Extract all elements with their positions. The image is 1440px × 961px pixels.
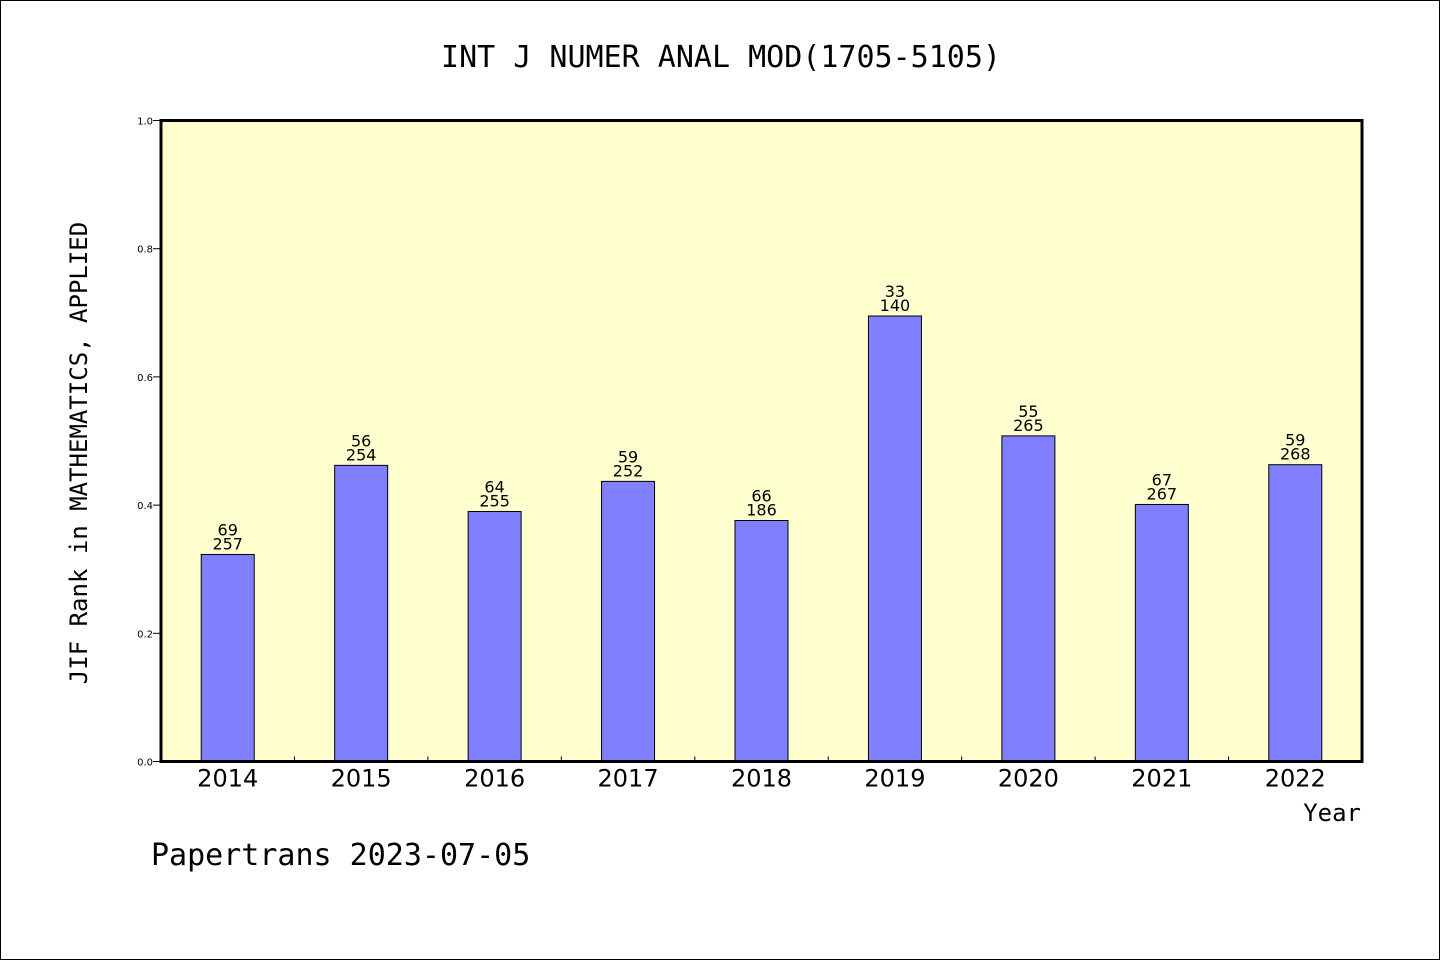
bar-2017 bbox=[601, 480, 656, 762]
bar-2015 bbox=[334, 464, 389, 762]
y-tick-label: 0.6 bbox=[137, 373, 153, 384]
x-tick-label: 2020 bbox=[998, 765, 1059, 793]
x-tick-label: 2018 bbox=[731, 765, 792, 793]
x-tick-label: 2021 bbox=[1131, 765, 1192, 793]
bar-total-label: 252 bbox=[613, 461, 644, 480]
bar-total-label: 265 bbox=[1013, 416, 1044, 435]
bar-rank-label: 64 bbox=[484, 478, 504, 497]
x-tick-label: 2015 bbox=[331, 765, 392, 793]
x-tick-label: 2017 bbox=[598, 765, 659, 793]
bar-rank-label: 69 bbox=[218, 520, 238, 539]
bar-2016 bbox=[467, 511, 522, 763]
x-axis-label: Year bbox=[1303, 799, 1361, 827]
bar-2018 bbox=[734, 519, 789, 763]
y-tick-label: 0.0 bbox=[137, 758, 153, 769]
footer-credit: Papertrans 2023-07-05 bbox=[151, 838, 530, 873]
bar-2019 bbox=[867, 315, 922, 762]
y-axis-label: JIF Rank in MATHEMATICS, APPLIED bbox=[65, 222, 93, 684]
y-tick-label: 0.2 bbox=[137, 629, 153, 640]
y-axis-ticks: 0.0 0.2 0.4 0.6 0.8 1.0 bbox=[137, 117, 161, 769]
chart-title: INT J NUMER ANAL MOD(1705-5105) bbox=[441, 40, 1001, 75]
bar-total-label: 255 bbox=[479, 492, 510, 511]
y-tick-label: 0.4 bbox=[137, 501, 153, 512]
bar-rank-label: 55 bbox=[1018, 402, 1038, 421]
bar-rank-label: 67 bbox=[1152, 470, 1172, 489]
bar-total-label: 268 bbox=[1280, 445, 1311, 464]
bar-rank-label: 66 bbox=[751, 486, 771, 505]
bar-rank-label: 59 bbox=[1285, 431, 1305, 450]
bar-2020 bbox=[1001, 435, 1056, 762]
x-tick-label: 2014 bbox=[197, 765, 258, 793]
bar-rank-label: 33 bbox=[885, 282, 905, 301]
bar-total-label: 257 bbox=[212, 534, 243, 553]
y-tick-label: 1.0 bbox=[137, 117, 153, 128]
bar-labels-layer: 6925756254642555925266186331405526567267… bbox=[212, 282, 1310, 553]
x-tick-label: 2019 bbox=[864, 765, 925, 793]
x-axis-ticks: 2014 2015 2016 2017 2018 2019 2020 2021 2022 bbox=[197, 756, 1326, 793]
bar-2014 bbox=[200, 553, 255, 762]
bar-2021 bbox=[1134, 503, 1189, 762]
bar-rank-label: 56 bbox=[351, 431, 371, 450]
bar-rank-label: 59 bbox=[618, 447, 638, 466]
bar-total-label: 140 bbox=[880, 296, 911, 315]
bar-total-label: 186 bbox=[746, 500, 777, 519]
x-tick-label: 2016 bbox=[464, 765, 525, 793]
y-tick-label: 0.8 bbox=[137, 245, 153, 256]
bars-layer bbox=[200, 315, 1323, 763]
plot-border bbox=[159, 119, 1364, 763]
bar-total-label: 267 bbox=[1147, 484, 1178, 503]
x-tick-label: 2022 bbox=[1265, 765, 1326, 793]
bar-2022 bbox=[1268, 464, 1323, 762]
bar-total-label: 254 bbox=[346, 445, 377, 464]
